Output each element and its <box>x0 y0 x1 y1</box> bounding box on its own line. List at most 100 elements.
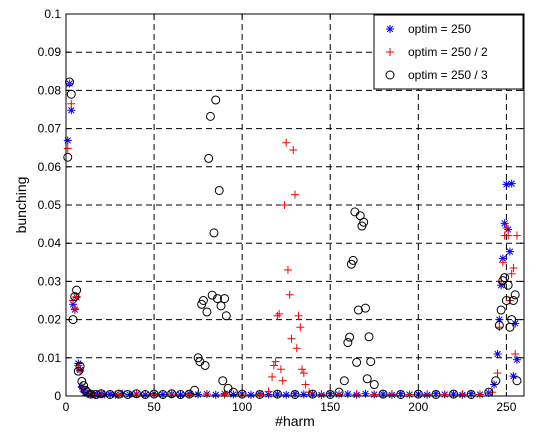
asterisk-marker <box>67 106 76 115</box>
plus-marker <box>220 390 229 399</box>
circle-marker <box>63 152 73 162</box>
asterisk-stroke <box>494 350 501 358</box>
plus-marker <box>440 390 449 399</box>
circle-marker <box>140 389 150 399</box>
plus-marker <box>70 304 79 313</box>
asterisk-marker <box>63 136 72 145</box>
asterisk-marker <box>505 247 514 256</box>
plus-marker <box>255 390 264 399</box>
plus-marker <box>202 390 211 399</box>
y-tick-label: 0.06 <box>38 160 62 174</box>
circle-marker <box>123 389 133 399</box>
plus-marker <box>273 311 282 320</box>
plus-marker <box>475 390 484 399</box>
circle-marker <box>198 296 208 305</box>
y-tick-label: 0.04 <box>38 236 62 250</box>
circle-marker <box>359 217 369 227</box>
plus-marker <box>276 365 285 374</box>
plus-marker <box>512 231 521 240</box>
legend: optim = 250 optim = 250 / 2 optim = 250 / … <box>373 14 524 90</box>
circle-marker <box>209 228 219 238</box>
plus-marker <box>335 390 344 399</box>
circle-marker <box>73 366 83 376</box>
circle-marker <box>501 296 511 305</box>
circle-marker <box>348 255 358 265</box>
data-series-2 <box>63 79 521 399</box>
asterisk-marker <box>361 389 370 398</box>
circle-marker <box>352 357 362 367</box>
asterisk-marker <box>282 390 291 399</box>
plus-marker <box>405 390 414 399</box>
plus-marker <box>132 390 141 399</box>
series-layer <box>63 77 522 399</box>
circle-marker <box>114 389 124 399</box>
circle-marker <box>220 294 230 304</box>
plus-marker <box>294 311 303 320</box>
plus-marker <box>282 138 291 147</box>
x-tick-label: 0 <box>63 400 70 414</box>
circle-marker <box>345 332 355 342</box>
y-tick-label: 0.09 <box>38 45 62 59</box>
plus-marker <box>283 265 292 274</box>
plus-marker <box>275 309 284 318</box>
y-tick-label: 0.07 <box>38 122 62 136</box>
circle-marker <box>466 389 476 399</box>
circle-marker <box>202 307 212 317</box>
plus-marker <box>285 290 294 299</box>
circle-marker <box>205 111 215 121</box>
circle-marker <box>290 389 300 399</box>
asterisk-stroke <box>247 391 255 399</box>
circle-marker <box>449 389 459 399</box>
x-tick-label: 100 <box>232 400 252 414</box>
plus-marker <box>298 365 307 374</box>
circle-marker <box>366 357 376 367</box>
circle-marker <box>508 296 518 305</box>
circle-marker <box>503 280 513 290</box>
circle-marker <box>105 389 115 399</box>
circle-marker <box>272 389 282 399</box>
circle-marker <box>362 374 372 384</box>
plus-marker <box>167 390 176 399</box>
plus-marker <box>289 145 298 154</box>
legend-label: optim = 250 / 3 <box>408 68 488 82</box>
circle-marker <box>494 320 504 330</box>
circle-marker <box>96 389 106 399</box>
circle-marker <box>343 338 353 348</box>
y-axis-label: bunching <box>13 177 29 234</box>
circle-marker <box>364 332 374 342</box>
circle-marker <box>431 389 441 399</box>
asterisk-stroke <box>501 220 508 227</box>
asterisk-marker <box>484 388 493 397</box>
plus-marker <box>511 349 520 358</box>
legend-label: optim = 250 <box>408 22 471 36</box>
circle-marker <box>70 292 80 302</box>
plus-marker <box>507 269 516 278</box>
x-tick-label: 50 <box>147 400 161 414</box>
circle-marker <box>218 376 228 386</box>
y-tick-label: 0.08 <box>38 83 62 97</box>
asterisk-stroke <box>177 391 184 399</box>
plus-marker <box>301 380 310 389</box>
circle-marker <box>360 303 370 313</box>
asterisk-stroke <box>68 107 75 114</box>
plus-marker <box>291 190 299 199</box>
circle-marker <box>500 273 510 283</box>
x-tick-label: 250 <box>496 400 516 414</box>
axis-ticks: 0 50 100 150 200 250 0 0.01 0.02 0.03 0.04 0.05 0.06… <box>38 7 524 414</box>
circle-marker <box>167 389 177 399</box>
data-series-3 <box>63 77 522 399</box>
circle-marker <box>510 290 520 300</box>
plus-marker <box>493 369 502 378</box>
circle-marker <box>255 389 265 399</box>
plus-marker <box>387 390 396 399</box>
circle-marker <box>72 285 82 295</box>
asterisk-stroke <box>142 391 149 399</box>
y-tick-label: 0.02 <box>38 313 62 327</box>
circle-marker <box>308 389 318 399</box>
asterisk-stroke <box>386 25 394 33</box>
plus-marker <box>296 323 305 332</box>
circle-marker <box>211 95 221 105</box>
asterisk-stroke <box>508 180 515 187</box>
plus-marker <box>423 390 432 399</box>
plus-marker <box>287 334 296 343</box>
